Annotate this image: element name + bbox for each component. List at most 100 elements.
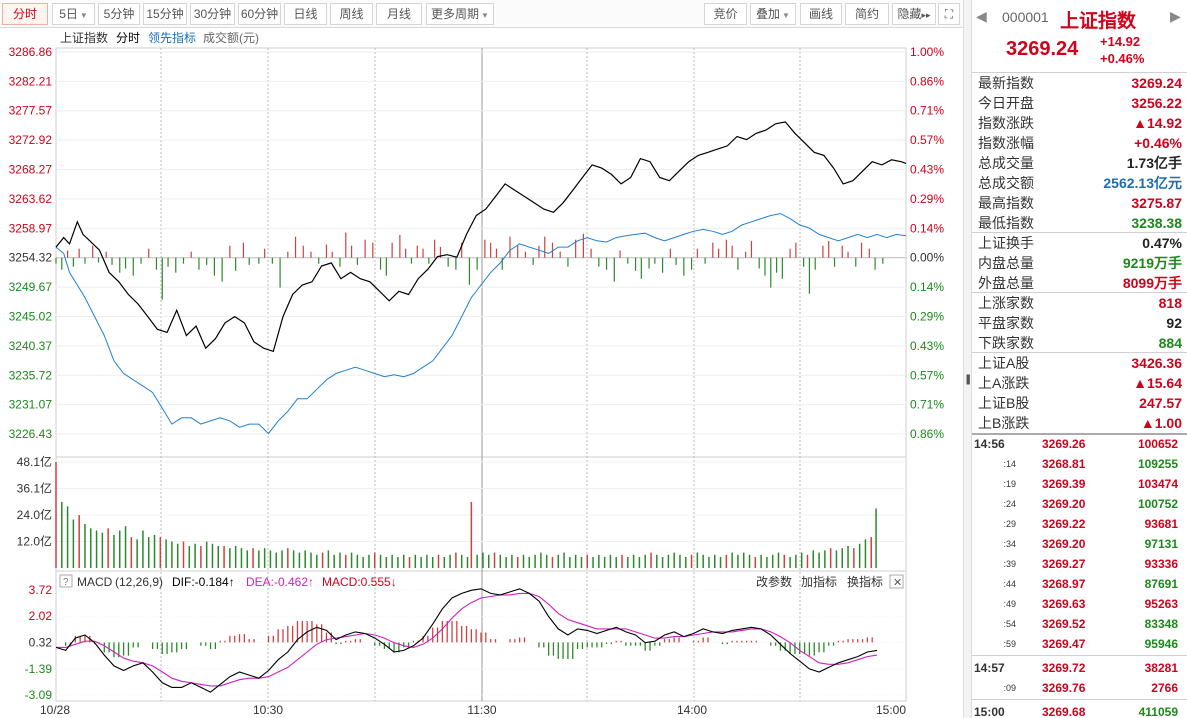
quote-value: +0.46% [1134,135,1182,151]
divider [972,352,1187,353]
quote-label: 上A涨跌 [978,375,1030,391]
legend-amount: 成交额(元) [203,30,259,45]
quote-label: 上涨家数 [978,295,1034,311]
tab-1[interactable]: 分时 [2,3,48,25]
macd-close-glyph: ✕ [893,577,902,589]
pct-axis-label: 0.86% [910,427,944,441]
period-toolbar: 分时 5日 ▼ 5分钟 15分钟 30分钟 60分钟 日线 周线 月线 更多周期 ▼ 竞价 叠加 ▼ 画线 简约… [0,0,963,28]
tab-label: 60分钟 [240,7,279,21]
quote-label: 下跌家数 [978,335,1034,351]
macd-pane-frame [55,570,907,702]
quote-row: 指数涨跌 ▲14.92 [972,113,1187,133]
quote-value: 3269.24 [1131,75,1182,91]
macd-axis-label: -3.09 [25,688,53,702]
quote-value: 3426.36 [1131,355,1182,371]
tab-10[interactable]: 更多周期 ▼ [426,3,494,25]
tick-volume: 93336 [1144,557,1178,571]
tab-9[interactable]: 月线 [376,3,422,25]
tick-volume: 95946 [1144,637,1178,651]
price-axis-label: 3258.97 [9,221,53,235]
price-axis-label: 3240.37 [9,339,53,353]
quote-value: ▲1.00 [1140,415,1182,431]
tick-row: :34 3269.20 97131 [972,534,1187,554]
tick-row: :14 3268.81 109255 [972,454,1187,474]
tool-button-3[interactable]: 画线 [800,3,842,25]
macd-help-glyph: ? [63,577,69,588]
macd-close-icon[interactable] [889,574,904,589]
macd-action-1[interactable]: 改参数 [756,574,792,589]
macd-dif-line [55,588,878,693]
quote-value: 3238.38 [1131,215,1182,231]
tool-label: 叠加 [756,7,781,21]
fullscreen-icon[interactable]: ⛶ [938,3,960,25]
time-axis-label: 10/28 [40,703,70,717]
pct-axis-label: 0.29% [910,192,944,206]
collapse-handle[interactable]: ❚ [963,0,972,718]
quote-row: 上B涨跌 ▲1.00 [972,413,1187,433]
dropdown-arrow-icon: ▼ [79,11,88,20]
price-axis-label: 3245.02 [9,309,53,323]
tool-button-2[interactable]: 叠加 ▼ [750,3,796,25]
tab-3[interactable]: 5分钟 [98,3,140,25]
tick-volume: 2766 [1151,681,1178,695]
quote-row: 上证换手 0.47% [972,233,1187,253]
tab-2[interactable]: 5日 ▼ [52,3,95,25]
quote-label: 内盘总量 [978,255,1034,271]
next-stock-arrow-icon[interactable]: ▶ [1170,8,1181,24]
tick-volume: 93681 [1144,517,1178,531]
macd-action-3[interactable]: 换指标 [847,574,883,589]
quote-label: 指数涨跌 [978,115,1034,131]
dropdown-arrow-icon: ▼ [481,11,489,20]
tick-volume: 109255 [1137,457,1178,471]
quote-value: 1.73亿手 [1126,155,1182,171]
tool-button-4[interactable]: 简约 [845,3,889,25]
tab-label: 30分钟 [193,7,232,21]
pct-axis-label: 0.57% [910,133,944,147]
tick-row: :59 3269.47 95946 [972,634,1187,654]
quote-value: 884 [1158,335,1182,351]
tick-row: 15:00 3269.68 411059 [972,702,1187,718]
tool-button-1[interactable]: 竞价 [704,3,747,25]
tick-time: :49 [1003,599,1016,609]
tick-row: :09 3269.76 2766 [972,678,1187,698]
price-axis-label: 3235.72 [9,368,53,382]
price-axis-label: 3286.86 [9,45,53,59]
tab-5[interactable]: 30分钟 [190,3,235,25]
price-axis-label: 3249.67 [9,280,53,294]
tab-4[interactable]: 15分钟 [143,3,187,25]
quote-value: ▲15.64 [1133,375,1182,391]
macd-axis-label: -1.39 [25,662,53,676]
tool-button-5[interactable]: 隐藏▸▸ [892,3,936,25]
quote-row: 今日开盘 3256.22 [972,93,1187,113]
stock-name: 上证指数 [1060,11,1137,32]
tick-time: 14:56 [974,437,1005,451]
tick-price: 3269.27 [1042,557,1086,571]
quote-label: 上B涨跌 [978,415,1030,431]
tab-7[interactable]: 日线 [284,3,327,25]
tick-price: 3269.20 [1042,537,1086,551]
quote-panel: ◀ 000001 上证指数 ▶ 3269.24 +14.92 +0.46% 最新… [971,0,1187,718]
dropdown-arrow-icon: ▼ [782,11,790,20]
pct-axis-label: 1.00% [910,45,944,59]
tab-8[interactable]: 周线 [330,3,373,25]
quote-label: 外盘总量 [978,275,1034,291]
tick-row: :54 3269.52 83348 [972,614,1187,634]
tab-6[interactable]: 60分钟 [238,3,281,25]
quote-label: 最高指数 [978,195,1034,211]
tick-volume: 97131 [1144,537,1178,551]
macd-action-2[interactable]: 加指标 [801,574,837,589]
quote-row: 下跌家数 884 [972,333,1187,353]
macd-value: MACD:0.555↓ [322,575,397,589]
prev-stock-arrow-icon[interactable]: ◀ [976,8,987,24]
quote-value: 92 [1166,315,1182,331]
tick-volume: 95263 [1144,597,1178,611]
tick-row: :44 3268.97 87691 [972,574,1187,594]
quote-row: 内盘总量 9219万手 [972,253,1187,273]
price-axis-label: 3226.43 [9,427,53,441]
tick-price: 3269.47 [1042,637,1086,651]
macd-axis-label: 3.72 [29,583,53,597]
tick-volume: 100652 [1137,437,1178,451]
divider [972,292,1187,293]
legend-lead: 领先指标 [148,30,196,45]
quote-label: 上证换手 [978,235,1034,251]
